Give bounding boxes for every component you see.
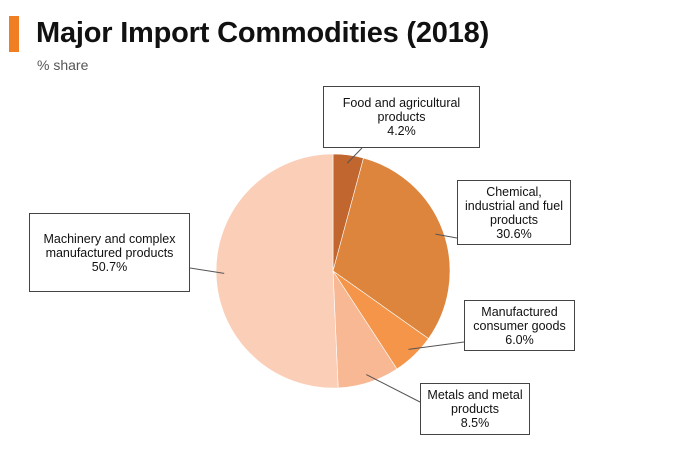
callout-chemical-industrial-fuel: Chemical, industrial and fuel products 3…: [457, 180, 571, 245]
leader-line-food-agricultural: [346, 147, 363, 164]
callout-label-line: Metals and metal: [427, 388, 523, 402]
callout-machinery-complex: Machinery and complex manufactured produ…: [29, 213, 190, 292]
callout-value: 8.5%: [460, 416, 490, 430]
callout-value: 4.2%: [387, 124, 416, 138]
callout-manufactured-consumer-goods: Manufactured consumer goods 6.0%: [464, 300, 575, 351]
callout-value: 50.7%: [91, 259, 128, 274]
callout-label-line: products: [451, 402, 499, 416]
leader-line-manufactured-consumer-goods: [408, 341, 465, 350]
callout-label-line: industrial and fuel: [465, 198, 563, 213]
callout-label-line: products: [490, 212, 538, 227]
title-accent-bar: [9, 16, 19, 52]
callout-food-agricultural: Food and agricultural products 4.2%: [323, 86, 480, 148]
leader-line-metals: [366, 374, 421, 403]
callout-label-line: consumer goods: [473, 318, 566, 333]
callout-label-line: manufactured products: [45, 245, 174, 260]
callout-value: 30.6%: [496, 226, 532, 241]
pie-slice-machinery-complex: [215, 153, 339, 389]
callout-label-line: Chemical,: [486, 184, 542, 199]
callout-value: 6.0%: [505, 332, 534, 347]
callout-metals: Metals and metal products 8.5%: [420, 383, 530, 435]
leader-line-chemical-industrial-fuel: [435, 233, 458, 239]
leader-line-machinery-complex: [189, 267, 225, 274]
callout-label-line: Machinery and complex: [43, 231, 176, 246]
pie-slice-chemical-industrial-fuel: [332, 157, 451, 339]
callout-label-line: Food and agricultural: [342, 96, 461, 110]
chart-subtitle: % share: [37, 57, 89, 73]
callout-label-line: Manufactured: [481, 304, 558, 319]
callout-label-line: products: [377, 110, 426, 124]
chart-title: Major Import Commodities (2018): [36, 17, 490, 49]
